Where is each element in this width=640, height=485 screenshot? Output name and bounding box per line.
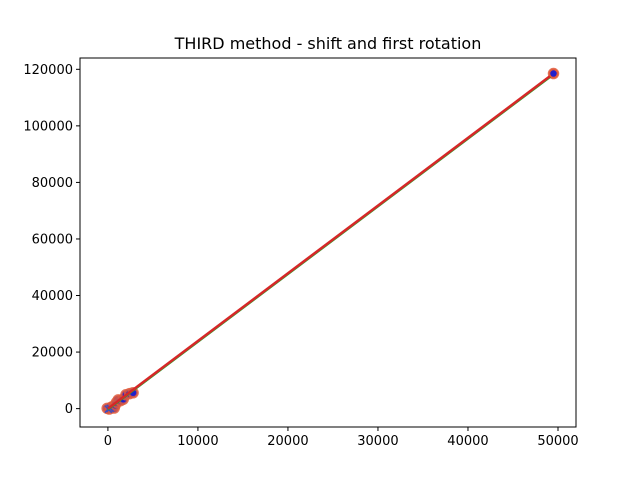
x-tick-label: 0 — [104, 434, 112, 449]
x-tick-label: 30000 — [357, 434, 398, 449]
fit-line — [107, 72, 555, 410]
x-tick-label: 50000 — [537, 434, 578, 449]
axes: 0 10000 20000 30000 40000 50000 0 20000 40000 600… — [23, 57, 579, 449]
axes-frame — [79, 57, 577, 428]
data-point-endpoint — [548, 68, 559, 79]
plot-marks — [101, 67, 560, 415]
x-tick-label: 10000 — [177, 434, 218, 449]
y-tick-label: 60000 — [32, 232, 73, 247]
x-tick-label: 40000 — [447, 434, 488, 449]
y-tick-label: 0 — [65, 402, 73, 417]
y-tick-label: 80000 — [32, 176, 73, 191]
x-tick-label: 20000 — [267, 434, 308, 449]
y-tick-label: 120000 — [23, 63, 73, 78]
plot-area — [101, 67, 560, 415]
y-tick-label: 100000 — [23, 119, 73, 134]
chart-title: THIRD method - shift and first rotation — [174, 34, 482, 53]
y-tick-label: 20000 — [32, 346, 73, 361]
y-tick-label: 40000 — [32, 289, 73, 304]
